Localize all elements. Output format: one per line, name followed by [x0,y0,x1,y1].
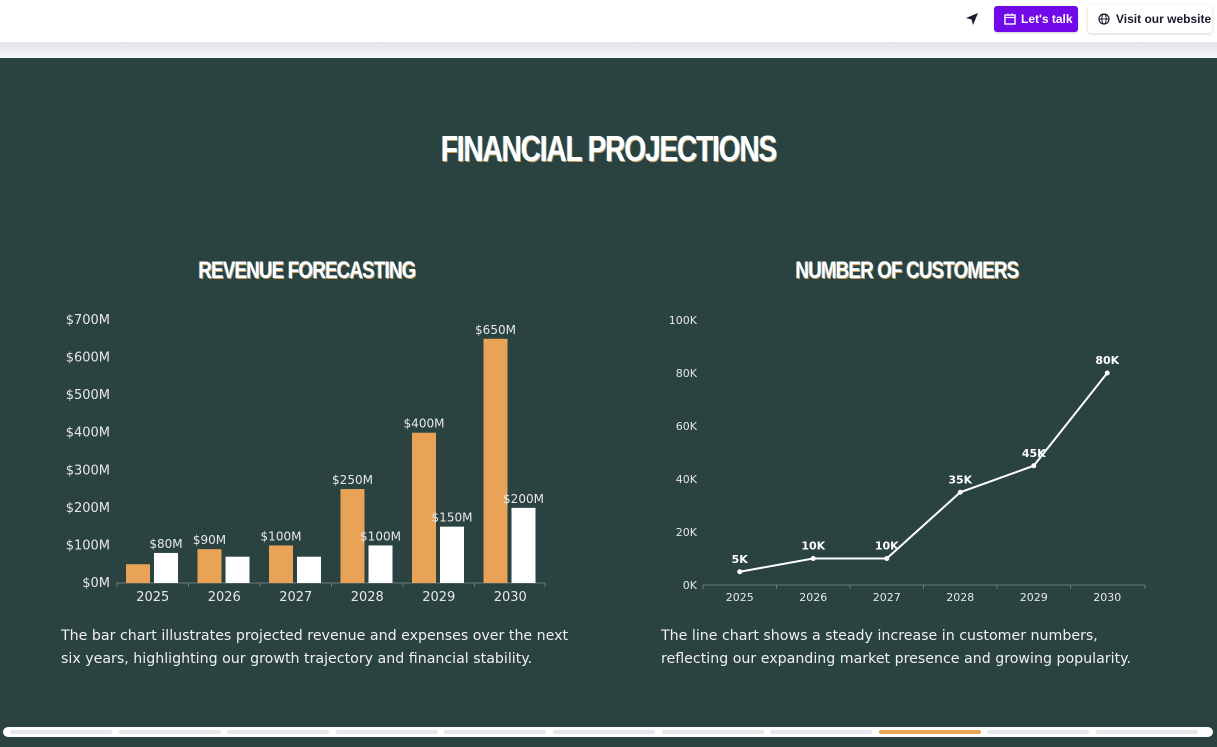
visit-website-button[interactable]: Visit our website [1088,5,1212,33]
x-tick-label: 2029 [422,590,455,605]
y-tick-label: $400M [66,426,110,441]
revenue-bar[interactable] [126,564,150,583]
y-tick-label: $100M [66,538,110,553]
data-point[interactable] [1104,370,1110,376]
y-tick-label: $500M [66,388,110,403]
revenue-bar[interactable] [483,338,508,583]
expenses-bar[interactable] [154,552,178,583]
point-value-label: 80K [1095,354,1119,367]
customers-chart-title: NUMBER OF CUSTOMERS [795,257,1019,284]
bar-value-label: $150M [432,511,473,525]
expenses-bar[interactable] [368,545,393,583]
progress-segment[interactable] [987,730,1090,734]
x-tick-label: 2027 [873,591,901,604]
slide-section [0,58,1217,747]
bar-value-label: $90M [193,533,226,547]
customers-description: The line chart shows a steady increase i… [661,628,1132,667]
bar-value-label: $650M [475,323,516,337]
progress-segment[interactable] [335,730,438,734]
y-tick-label: 60K [676,420,698,433]
y-tick-label: 80K [676,367,698,380]
top-bar: Let's talk Visit our website [0,0,1217,42]
send-arrow-icon[interactable] [964,11,980,27]
y-tick-label: 20K [676,526,698,539]
bar-value-label: $250M [332,473,373,487]
y-tick-label: $600M [66,351,110,366]
y-tick-label: $0M [82,576,110,591]
data-point[interactable] [957,489,963,495]
header-divider [0,42,1217,58]
revenue-bar[interactable] [197,549,222,583]
lets-talk-button[interactable]: Let's talk [994,6,1078,32]
x-tick-label: 2025 [726,591,754,604]
x-tick-label: 2028 [946,591,974,604]
expenses-bar[interactable] [440,526,464,583]
bar-value-label: $400M [404,417,445,431]
revenue-bar[interactable] [340,489,365,583]
lets-talk-label: Let's talk [1021,12,1073,26]
expenses-bar[interactable] [297,556,321,583]
y-tick-label: $700M [66,313,110,328]
x-tick-label: 2030 [1093,591,1121,604]
point-value-label: 35K [948,473,972,486]
point-value-label: 5K [732,553,749,566]
x-tick-label: 2027 [279,590,312,605]
y-tick-label: $300M [66,463,110,478]
y-tick-label: 0K [683,579,698,592]
expenses-bar[interactable] [511,507,536,583]
data-point[interactable] [884,556,890,561]
y-tick-label: 40K [676,473,698,486]
data-point[interactable] [1031,463,1037,469]
y-tick-label: $200M [66,501,110,516]
customers-line-chart: 0K 20K 40K 60K 80K 100K 2025 2026 2027 2028 2029 20… [669,314,1146,604]
bar-value-label: $100M [261,529,302,543]
page-title: FINANCIAL PROJECTIONS [440,128,777,169]
bar-value-label: $200M [503,492,544,506]
revenue-bar[interactable] [269,545,293,583]
progress-segment[interactable] [553,730,655,734]
customers-line [739,372,1109,573]
revenue-chart-title: REVENUE FORECASTING [198,257,416,284]
progress-segment[interactable] [444,730,547,734]
progress-segment[interactable] [878,730,981,734]
x-tick-label: 2025 [136,590,169,605]
x-tick-label: 2030 [494,590,527,605]
slide-progress-bar[interactable] [3,727,1213,737]
calendar-icon [1004,13,1016,25]
visit-website-label: Visit our website [1116,12,1212,26]
progress-segment[interactable] [10,730,112,734]
data-point[interactable] [810,556,816,561]
x-tick-label: 2026 [799,591,827,604]
progress-segment[interactable] [118,730,221,734]
revenue-bar[interactable] [412,432,436,583]
point-value-label: 45K [1022,447,1046,460]
data-point[interactable] [737,569,743,575]
y-tick-label: 100K [669,314,698,327]
x-tick-label: 2026 [208,590,241,605]
point-value-label: 10K [801,540,825,553]
bar-value-label: $100M [360,529,401,543]
x-tick-label: 2028 [351,590,384,605]
globe-icon [1098,13,1110,25]
revenue-description: The bar chart illustrates projected reve… [61,628,569,667]
progress-segment[interactable] [661,730,764,734]
revenue-bar-chart: $0M $100M $200M $300M $400M $500M $600M $700M 20… [66,313,546,605]
bar-value-label: $80M [149,537,182,551]
progress-segment[interactable] [1096,730,1198,734]
progress-segment[interactable] [227,730,330,734]
point-value-label: 10K [875,540,899,553]
progress-segment[interactable] [770,730,873,734]
expenses-bar[interactable] [225,556,250,583]
x-tick-label: 2029 [1020,591,1048,604]
